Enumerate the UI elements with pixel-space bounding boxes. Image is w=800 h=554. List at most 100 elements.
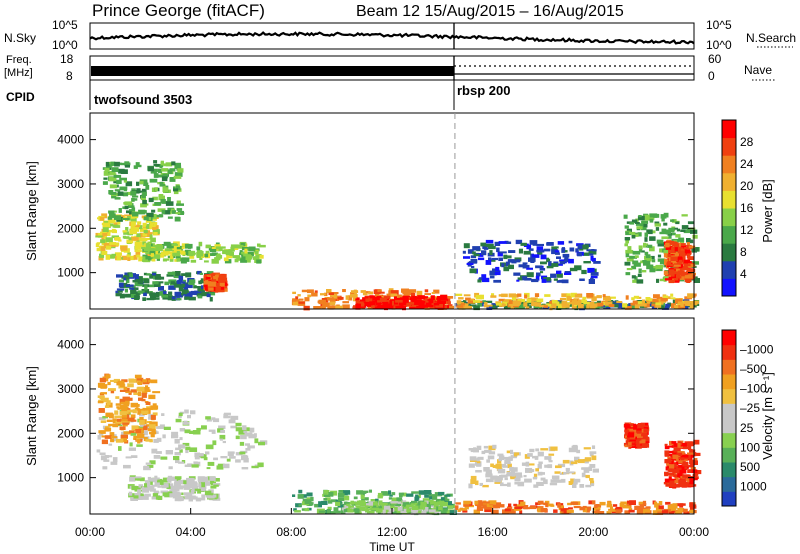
heatmap-cell [318,510,326,513]
heatmap-cell [346,503,351,507]
heatmap-cell [100,430,106,434]
heatmap-cell [690,449,696,453]
heatmap-cell [214,244,221,248]
freq-label-line2: [MHz] [4,67,33,79]
heatmap-cell [140,196,146,201]
heatmap-cell [468,463,475,468]
heatmap-cell [361,497,369,501]
heatmap-cell [366,508,371,511]
cpid-mode-2: rbsp 200 [457,83,510,98]
heatmap-cell [110,438,114,442]
heatmap-cell [566,295,572,301]
heatmap-cell [383,505,391,510]
heatmap-cell [174,482,182,487]
heatmap-cell [156,451,162,454]
heatmap-cell [106,254,115,259]
heatmap-cell [674,476,679,479]
heatmap-cell [323,302,330,308]
heatmap-cell [525,306,530,310]
heatmap-cell [575,248,579,253]
heatmap-cell [550,446,558,451]
heatmap-cell [97,217,102,220]
heatmap-cell [163,163,167,167]
heatmap-cell [568,258,574,264]
heatmap-cell [517,299,526,302]
heatmap-cell [196,246,201,251]
heatmap-cell [115,421,123,424]
heatmap-cell [564,272,572,275]
heatmap-cell [110,161,116,166]
heatmap-cell [678,237,685,242]
heatmap-cell [678,460,683,464]
heatmap-cell [693,470,702,475]
heatmap-cell [176,208,183,211]
heatmap-cell [489,270,497,276]
heatmap-cell [691,261,699,265]
colorbar-tick-label: 28 [740,135,754,149]
heatmap-cell [134,407,140,411]
heatmap-cell [123,178,127,183]
heatmap-cell [174,284,181,288]
heatmap-cell [620,501,627,504]
heatmap-cell [118,282,124,288]
heatmap-cell [144,493,151,497]
heatmap-cell [179,428,186,432]
heatmap-cell [539,305,547,308]
heatmap-cell [488,500,497,505]
heatmap-cell [504,508,511,512]
heatmap-cell [122,230,127,233]
heatmap-cell [141,429,144,434]
heatmap-cell [586,305,590,310]
heatmap-cell [469,261,477,264]
heatmap-cell [380,502,388,506]
heatmap-cell [515,476,521,481]
heatmap-cell [140,430,148,436]
heatmap-cell [686,301,691,306]
heatmap-cell [683,259,691,264]
heatmap-cell [126,210,133,214]
heatmap-cell [528,257,536,262]
heatmap-cell [624,429,628,433]
heatmap-cell [174,452,181,456]
heatmap-cell [627,246,632,251]
heatmap-cell [693,439,700,445]
heatmap-cell [239,441,245,446]
heatmap-cell [447,505,454,509]
heatmap-cell [150,379,158,384]
heatmap-cell [148,477,157,483]
heatmap-cell [473,253,480,257]
heatmap-cell [411,491,420,494]
heatmap-cell [135,162,140,167]
heatmap-cell [157,253,165,258]
heatmap-cell [497,459,502,464]
heatmap-cell [134,276,139,281]
heatmap-cell [520,505,525,509]
heatmap-cell [676,467,682,470]
heatmap-cell [156,258,160,261]
heatmap-cell [161,168,169,172]
heatmap-cell [469,456,477,461]
heatmap-cell [166,243,174,249]
heatmap-cell [115,403,121,406]
heatmap-cell [517,481,525,487]
heatmap-cell [679,503,686,506]
heatmap-cell [687,441,695,447]
colorbar-tick-label: 25 [740,421,754,435]
heatmap-cell [242,425,247,430]
heatmap-cell [466,262,474,265]
heatmap-cell [142,254,148,258]
heatmap-cell [667,254,672,258]
heatmap-cell [672,227,678,230]
heatmap-cell [235,435,240,440]
heatmap-cell [616,301,623,304]
heatmap-cell [489,478,494,483]
heatmap-cell [546,303,552,307]
heatmap-cell [524,278,532,281]
heatmap-cell [138,276,143,281]
heatmap-cell [152,391,161,394]
heatmap-cell [671,247,676,252]
heatmap-cell [179,437,183,441]
heatmap-cell [531,278,539,283]
heatmap-cell [386,293,391,298]
